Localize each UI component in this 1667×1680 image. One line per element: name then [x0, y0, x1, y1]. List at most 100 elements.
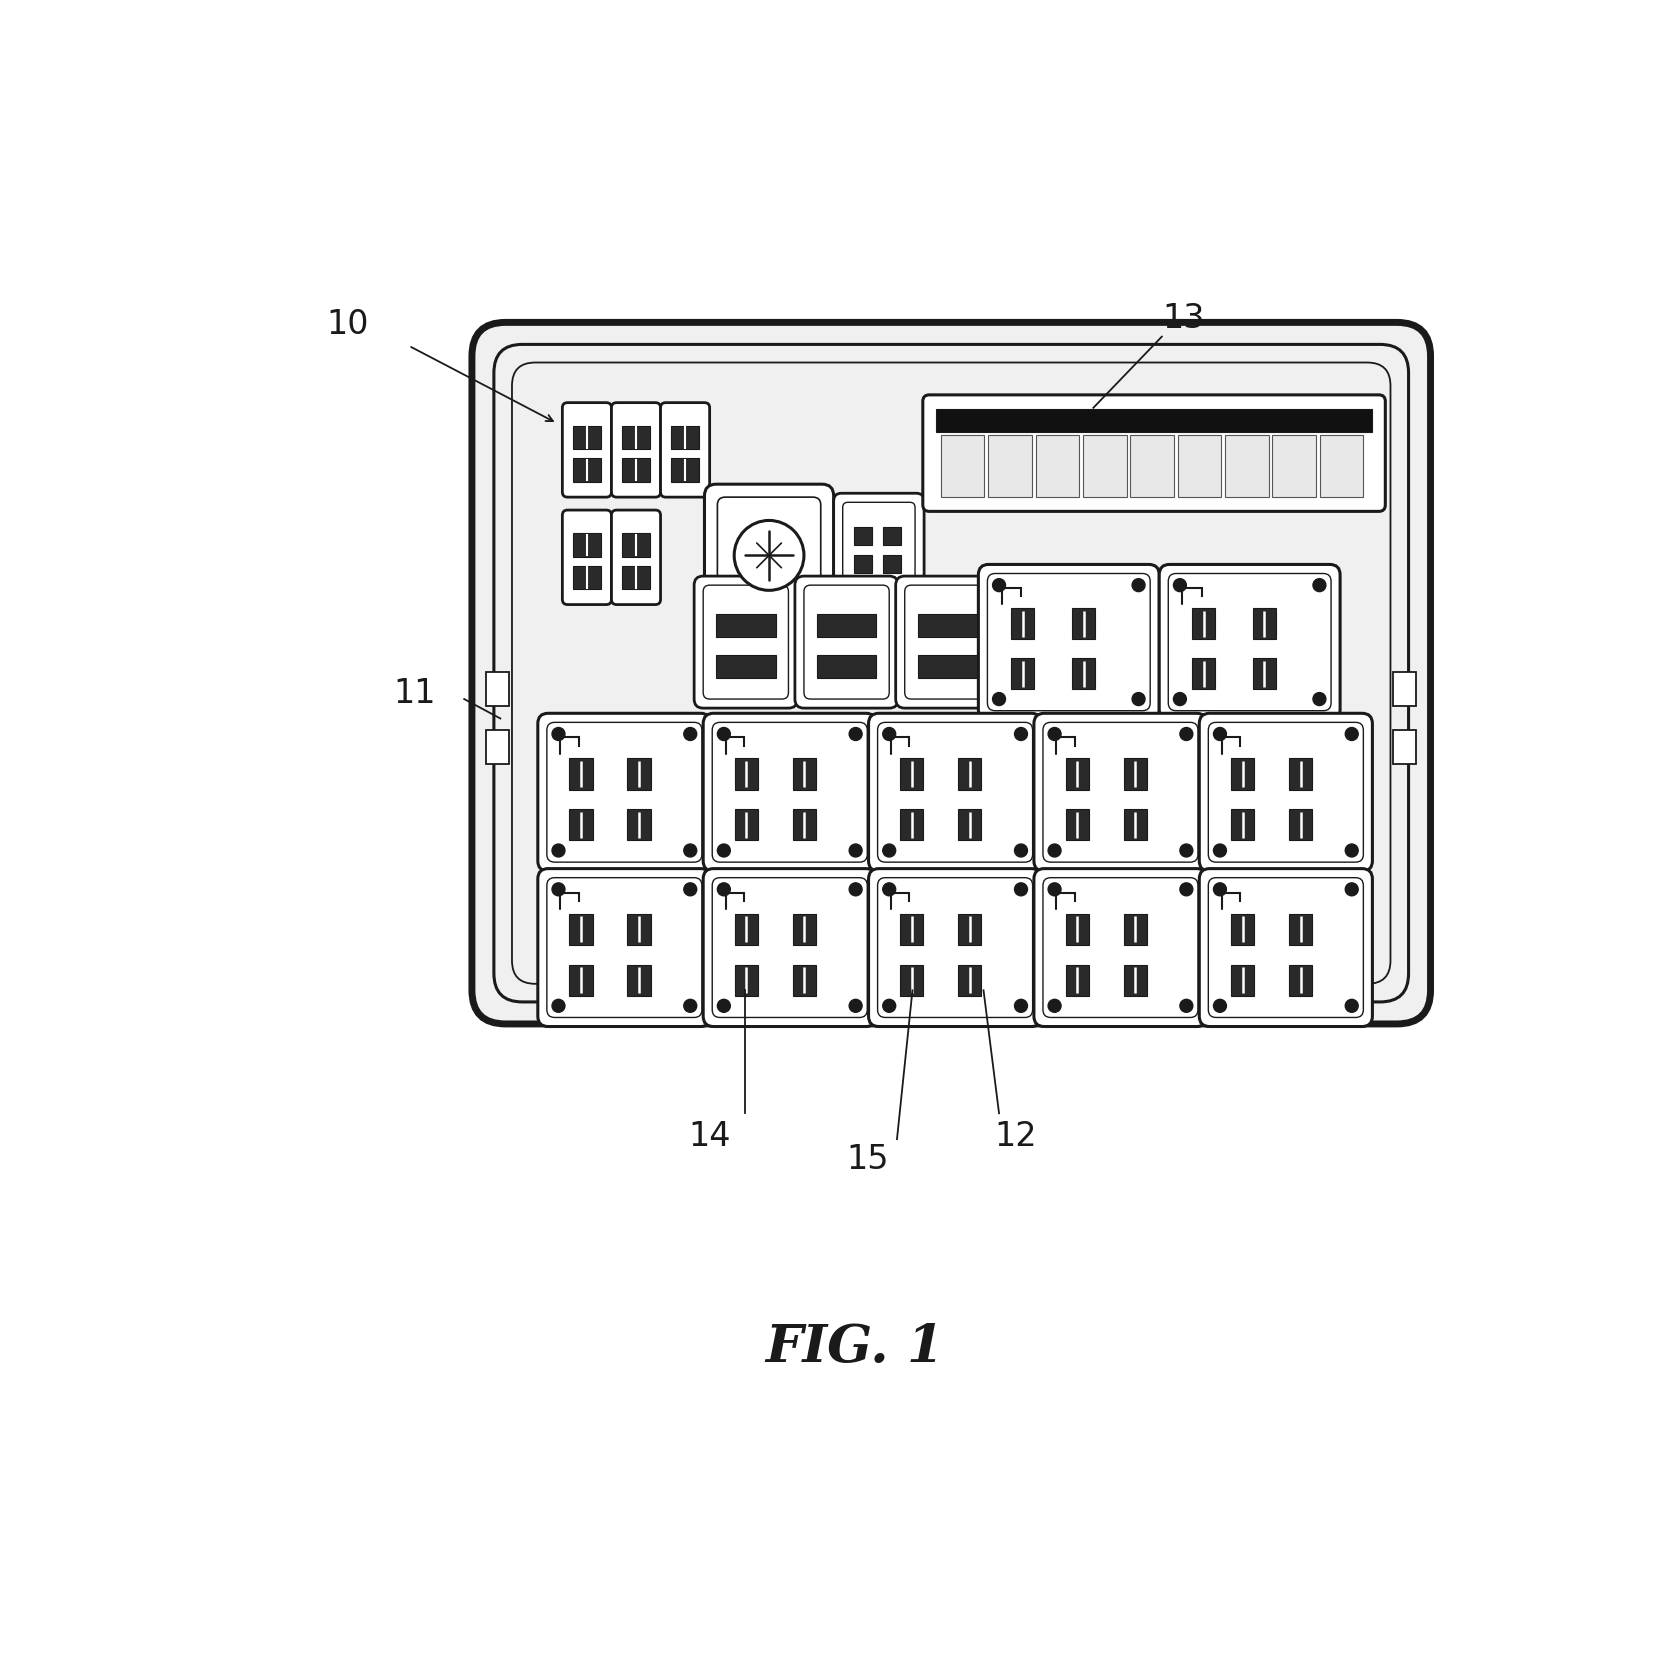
- Circle shape: [884, 1000, 895, 1013]
- Bar: [959, 759, 982, 790]
- Bar: [817, 655, 877, 679]
- Circle shape: [1214, 845, 1227, 857]
- Bar: [573, 534, 602, 558]
- Bar: [959, 810, 982, 840]
- Circle shape: [884, 727, 895, 741]
- Bar: [917, 655, 977, 679]
- Circle shape: [1214, 727, 1227, 741]
- Circle shape: [717, 727, 730, 741]
- Circle shape: [1345, 845, 1359, 857]
- Circle shape: [552, 727, 565, 741]
- Bar: [1179, 435, 1222, 497]
- Bar: [1065, 964, 1089, 996]
- Bar: [735, 964, 758, 996]
- Bar: [1230, 759, 1254, 790]
- FancyBboxPatch shape: [562, 403, 612, 497]
- Bar: [940, 435, 985, 497]
- FancyBboxPatch shape: [834, 494, 924, 598]
- Bar: [1289, 914, 1312, 946]
- Bar: [1254, 659, 1277, 690]
- FancyBboxPatch shape: [562, 511, 612, 605]
- Bar: [1394, 731, 1417, 764]
- FancyBboxPatch shape: [538, 714, 710, 872]
- Circle shape: [1314, 694, 1325, 706]
- Bar: [1084, 435, 1127, 497]
- FancyBboxPatch shape: [703, 869, 877, 1026]
- FancyBboxPatch shape: [660, 403, 710, 497]
- Circle shape: [849, 884, 862, 895]
- Circle shape: [1174, 580, 1187, 593]
- Circle shape: [717, 845, 730, 857]
- Circle shape: [552, 1000, 565, 1013]
- Circle shape: [849, 1000, 862, 1013]
- Bar: [959, 964, 982, 996]
- Bar: [570, 964, 593, 996]
- Circle shape: [992, 694, 1005, 706]
- Circle shape: [1314, 580, 1325, 593]
- Bar: [570, 810, 593, 840]
- Bar: [900, 914, 924, 946]
- FancyBboxPatch shape: [1199, 869, 1372, 1026]
- Bar: [855, 556, 872, 575]
- Bar: [884, 556, 900, 575]
- Bar: [717, 655, 775, 679]
- Circle shape: [1049, 727, 1062, 741]
- FancyBboxPatch shape: [1199, 714, 1372, 872]
- Bar: [627, 810, 650, 840]
- FancyBboxPatch shape: [979, 564, 1159, 721]
- Bar: [735, 759, 758, 790]
- Circle shape: [1345, 1000, 1359, 1013]
- Bar: [573, 566, 602, 590]
- Bar: [959, 914, 982, 946]
- Bar: [735, 914, 758, 946]
- Circle shape: [884, 845, 895, 857]
- Bar: [670, 459, 700, 482]
- Bar: [1289, 810, 1312, 840]
- FancyBboxPatch shape: [895, 576, 999, 709]
- Bar: [1394, 672, 1417, 706]
- Bar: [855, 528, 872, 546]
- Circle shape: [1049, 884, 1062, 895]
- Circle shape: [849, 845, 862, 857]
- Circle shape: [683, 884, 697, 895]
- Bar: [1124, 914, 1147, 946]
- Circle shape: [1180, 1000, 1194, 1013]
- Bar: [570, 914, 593, 946]
- Circle shape: [1180, 727, 1194, 741]
- Text: 10: 10: [327, 307, 368, 341]
- Bar: [627, 964, 650, 996]
- Text: FIG. 1: FIG. 1: [765, 1320, 944, 1373]
- Bar: [989, 435, 1032, 497]
- Bar: [1065, 810, 1089, 840]
- Circle shape: [1132, 694, 1145, 706]
- Bar: [670, 427, 700, 450]
- Bar: [622, 459, 650, 482]
- Bar: [817, 615, 877, 637]
- Circle shape: [1049, 1000, 1062, 1013]
- Text: 12: 12: [995, 1119, 1037, 1152]
- Bar: [1124, 964, 1147, 996]
- Bar: [1124, 759, 1147, 790]
- FancyBboxPatch shape: [538, 869, 710, 1026]
- Circle shape: [849, 727, 862, 741]
- Circle shape: [1345, 727, 1359, 741]
- FancyBboxPatch shape: [1034, 869, 1207, 1026]
- Circle shape: [1015, 727, 1027, 741]
- Bar: [1225, 435, 1269, 497]
- Bar: [1192, 659, 1215, 690]
- Bar: [900, 964, 924, 996]
- Bar: [1320, 435, 1364, 497]
- Bar: [1289, 759, 1312, 790]
- Circle shape: [1174, 694, 1187, 706]
- Bar: [1035, 435, 1079, 497]
- Bar: [793, 964, 817, 996]
- Bar: [793, 810, 817, 840]
- Bar: [884, 528, 900, 546]
- FancyBboxPatch shape: [472, 323, 1430, 1025]
- FancyBboxPatch shape: [612, 511, 660, 605]
- Bar: [1272, 435, 1315, 497]
- Bar: [627, 759, 650, 790]
- Bar: [735, 810, 758, 840]
- Circle shape: [1345, 884, 1359, 895]
- Bar: [793, 914, 817, 946]
